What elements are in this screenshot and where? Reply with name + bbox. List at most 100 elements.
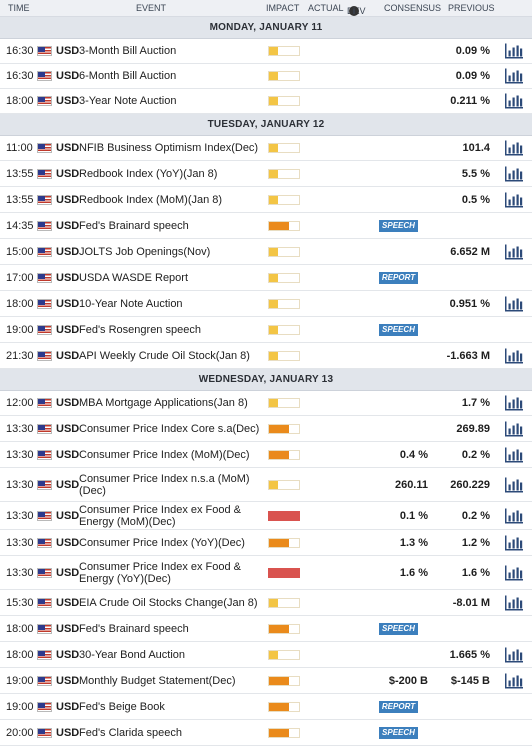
impact-bar-fill <box>269 450 289 459</box>
event-row[interactable]: 15:30 USD EIA Crude Oil Stocks Change(Ja… <box>0 590 532 616</box>
event-currency: USD <box>56 297 80 310</box>
event-currency: USD <box>56 596 80 609</box>
event-actual: 260.11 <box>394 478 428 491</box>
event-row[interactable]: 13:30 USD Consumer Price Index ex Food &… <box>0 556 532 590</box>
bar-chart-icon[interactable] <box>505 68 523 84</box>
impact-bar <box>268 96 300 106</box>
event-row[interactable]: 15:00 USD JOLTS Job Openings(Nov) 6.652 … <box>0 239 532 265</box>
bar-chart-icon[interactable] <box>505 192 523 207</box>
event-name[interactable]: Fed's Rosengren speech <box>79 323 201 336</box>
us-flag-icon <box>37 449 52 460</box>
bar-chart-icon[interactable] <box>505 140 523 156</box>
bar-chart-icon[interactable] <box>505 595 523 610</box>
event-name[interactable]: 3-Month Bill Auction <box>79 45 177 57</box>
event-row[interactable]: 17:00 USD USDA WASDE Report REPORT <box>0 265 532 291</box>
impact-bar-fill <box>269 399 278 407</box>
event-row[interactable]: 20:00 USD Fed's Clarida speech SPEECH <box>0 720 532 746</box>
header-actual[interactable]: ACTUAL <box>308 3 344 13</box>
event-time: 13:55 <box>6 193 34 206</box>
event-row[interactable]: 13:30 USD Consumer Price Index ex Food &… <box>0 502 532 530</box>
bar-chart-icon[interactable] <box>505 348 523 363</box>
event-name[interactable]: Consumer Price Index Core s.a(Dec) <box>79 422 260 435</box>
event-name[interactable]: Redbook Index (YoY)(Jan 8) <box>79 167 218 180</box>
event-row[interactable]: 14:35 USD Fed's Brainard speech SPEECH <box>0 213 532 239</box>
impact-bar-fill <box>269 568 299 577</box>
event-row[interactable]: 18:00 USD 10-Year Note Auction 0.951 % <box>0 291 532 317</box>
event-row[interactable]: 13:30 USD Consumer Price Index (YoY)(Dec… <box>0 530 532 556</box>
bar-chart-icon[interactable] <box>505 477 523 492</box>
event-row[interactable]: 21:30 USD API Weekly Crude Oil Stock(Jan… <box>0 343 532 369</box>
event-type-badge[interactable]: SPEECH <box>379 726 418 739</box>
bar-chart-icon[interactable] <box>505 395 523 411</box>
event-row[interactable]: 19:00 USD Fed's Rosengren speech SPEECH <box>0 317 532 343</box>
bar-chart-icon[interactable] <box>505 296 523 311</box>
event-row[interactable]: 18:00 USD 3-Year Note Auction 0.211 % <box>0 89 532 114</box>
event-type-badge[interactable]: SPEECH <box>379 622 418 635</box>
us-flag-icon <box>37 423 52 434</box>
event-name[interactable]: Consumer Price Index (YoY)(Dec) <box>79 536 245 549</box>
us-flag-icon <box>37 272 52 283</box>
event-row[interactable]: 19:00 USD Monthly Budget Statement(Dec) … <box>0 668 532 694</box>
event-row[interactable]: 13:30 USD Consumer Price Index Core s.a(… <box>0 416 532 442</box>
event-name[interactable]: Consumer Price Index ex Food & Energy (M… <box>79 503 242 528</box>
bar-chart-icon[interactable] <box>505 673 523 688</box>
event-name[interactable]: Fed's Brainard speech <box>79 622 189 635</box>
event-row[interactable]: 12:00 USD MBA Mortgage Applications(Jan … <box>0 391 532 416</box>
bar-chart-icon[interactable] <box>505 508 523 523</box>
event-name[interactable]: Consumer Price Index ex Food & Energy (Y… <box>79 560 242 585</box>
event-name[interactable]: Fed's Beige Book <box>79 700 165 713</box>
event-row[interactable]: 11:00 USD NFIB Business Optimism Index(D… <box>0 136 532 161</box>
event-row[interactable]: 19:00 USD Fed's Beige Book REPORT <box>0 694 532 720</box>
event-name[interactable]: 10-Year Note Auction <box>79 297 183 310</box>
header-previous[interactable]: PREVIOUS <box>448 3 495 13</box>
us-flag-icon <box>37 701 52 712</box>
event-name[interactable]: NFIB Business Optimism Index(Dec) <box>79 142 259 154</box>
event-name[interactable]: JOLTS Job Openings(Nov) <box>79 245 211 258</box>
event-name[interactable]: Fed's Clarida speech <box>79 726 182 739</box>
event-name[interactable]: MBA Mortgage Applications(Jan 8) <box>79 397 248 409</box>
bar-chart-icon[interactable] <box>505 647 523 662</box>
info-icon[interactable]: i <box>349 6 359 16</box>
event-name[interactable]: 3-Year Note Auction <box>79 95 177 107</box>
bar-chart-icon[interactable] <box>505 93 523 109</box>
event-name[interactable]: Fed's Brainard speech <box>79 219 189 232</box>
event-type-badge[interactable]: SPEECH <box>379 219 418 232</box>
us-flag-icon <box>37 727 52 738</box>
event-name[interactable]: Monthly Budget Statement(Dec) <box>79 674 236 687</box>
event-name[interactable]: Consumer Price Index (MoM)(Dec) <box>79 448 250 461</box>
us-flag-icon <box>37 298 52 309</box>
event-row[interactable]: 13:55 USD Redbook Index (YoY)(Jan 8) 5.5… <box>0 161 532 187</box>
header-impact[interactable]: IMPACT <box>266 3 300 13</box>
event-name[interactable]: 30-Year Bond Auction <box>79 648 186 661</box>
event-type-badge[interactable]: REPORT <box>379 271 418 284</box>
event-name[interactable]: 6-Month Bill Auction <box>79 70 177 82</box>
event-name[interactable]: Consumer Price Index n.s.a (MoM) (Dec) <box>79 472 250 497</box>
event-previous: 6.652 M <box>450 245 490 258</box>
event-type-badge[interactable]: SPEECH <box>379 323 418 336</box>
event-row[interactable]: 16:30 USD 3-Month Bill Auction 0.09 % <box>0 39 532 64</box>
bar-chart-icon[interactable] <box>505 565 523 580</box>
event-row[interactable]: 13:30 USD Consumer Price Index (MoM)(Dec… <box>0 442 532 468</box>
bar-chart-icon[interactable] <box>505 43 523 59</box>
header-event[interactable]: EVENT <box>136 3 167 13</box>
header-time[interactable]: TIME <box>8 3 30 13</box>
bar-chart-icon[interactable] <box>505 421 523 436</box>
event-row[interactable]: 13:55 USD Redbook Index (MoM)(Jan 8) 0.5… <box>0 187 532 213</box>
event-type-badge[interactable]: REPORT <box>379 700 418 713</box>
bar-chart-icon[interactable] <box>505 244 523 259</box>
event-time: 11:00 <box>6 142 33 154</box>
event-name[interactable]: USDA WASDE Report <box>79 271 189 284</box>
bar-chart-icon[interactable] <box>505 166 523 181</box>
us-flag-icon <box>37 675 52 686</box>
event-row[interactable]: 13:30 USD Consumer Price Index n.s.a (Mo… <box>0 468 532 502</box>
event-name[interactable]: EIA Crude Oil Stocks Change(Jan 8) <box>79 596 258 609</box>
header-consensus[interactable]: CONSENSUS <box>384 3 442 13</box>
event-name[interactable]: API Weekly Crude Oil Stock(Jan 8) <box>79 349 250 362</box>
bar-chart-icon[interactable] <box>505 447 523 462</box>
bar-chart-icon[interactable] <box>505 535 523 550</box>
event-row[interactable]: 18:00 USD Fed's Brainard speech SPEECH <box>0 616 532 642</box>
event-row[interactable]: 18:00 USD 30-Year Bond Auction 1.665 % <box>0 642 532 668</box>
event-row[interactable]: 16:30 USD 6-Month Bill Auction 0.09 % <box>0 64 532 89</box>
event-name[interactable]: Redbook Index (MoM)(Jan 8) <box>79 193 223 206</box>
event-time: 16:30 <box>6 45 34 57</box>
